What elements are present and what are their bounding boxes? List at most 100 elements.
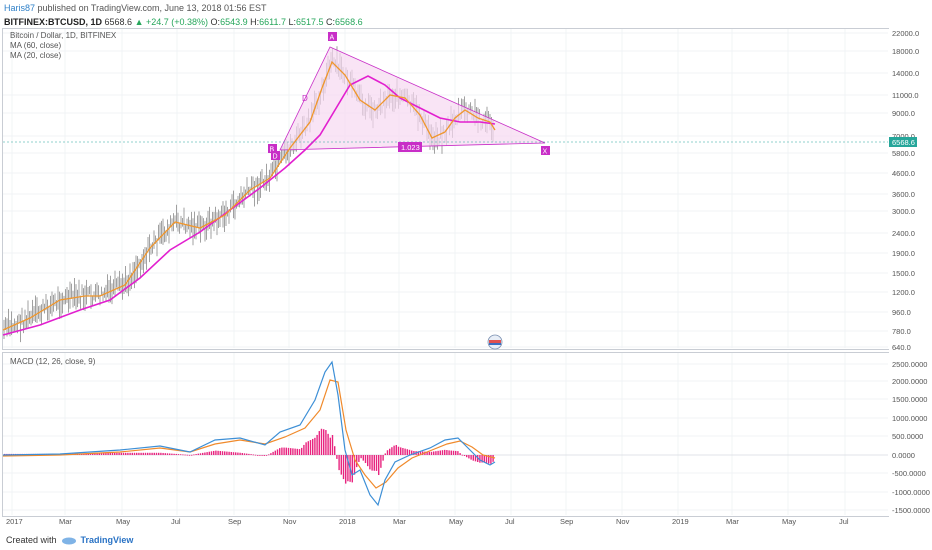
hist-bar (180, 454, 182, 456)
hist-bar (402, 448, 404, 455)
price-tick-label: 22000.0 (892, 29, 919, 38)
open-value: 6543.9 (220, 17, 248, 27)
hist-bar (314, 437, 316, 455)
hist-bar (118, 452, 120, 455)
low-value: 6517.5 (296, 17, 324, 27)
hist-bar (193, 454, 195, 456)
hist-bar (107, 453, 109, 455)
hist-bar (199, 453, 202, 455)
hist-bar (303, 444, 305, 455)
current-price-tag (889, 137, 917, 147)
hist-bar (100, 453, 103, 455)
ma20-legend[interactable]: MA (20, close) (10, 51, 62, 60)
macd-tick-label: -1500.0000 (892, 506, 930, 515)
macd-tick-label: -500.0000 (892, 469, 926, 478)
hist-bar (144, 452, 147, 455)
hist-bar (142, 452, 144, 455)
hist-bar (292, 448, 294, 455)
main-legend: Bitcoin / Dollar, 1D, BITFINEX MA (60, c… (10, 31, 116, 61)
hist-bar (426, 451, 428, 455)
author-link[interactable]: Haris87 (4, 3, 36, 13)
label-d: D (302, 94, 308, 103)
macd-tick-label: 0.0000 (892, 451, 915, 460)
hist-bar (466, 455, 468, 458)
hist-bar (96, 453, 98, 455)
hist-bar (479, 455, 481, 463)
change-value: ▲ +24.7 (+0.38%) (134, 17, 209, 27)
hist-bar (169, 453, 171, 455)
high-label: H: (250, 17, 260, 27)
hist-bar (430, 451, 433, 455)
hist-bar (250, 454, 252, 455)
macd-pane[interactable] (2, 352, 889, 517)
price-tick-label: 9000.0 (892, 109, 915, 118)
hist-bar (94, 453, 96, 455)
created-with: Created with (6, 535, 57, 545)
macd-tick-label: 500.0000 (892, 432, 923, 441)
time-tick-label: May (116, 517, 130, 526)
time-tick-label: 2019 (672, 517, 689, 526)
hist-bar (488, 455, 490, 464)
time-tick-label: Jul (839, 517, 849, 526)
time-tick-label: Mar (393, 517, 406, 526)
hist-bar (109, 452, 111, 455)
hist-bar (140, 452, 142, 455)
hist-bar (395, 445, 397, 455)
price-tick-label: 780.0 (892, 327, 911, 336)
label-a: A (330, 35, 335, 42)
hist-bar (232, 452, 235, 455)
macd-tick-label: 1500.0000 (892, 395, 927, 404)
hist-bar (281, 447, 283, 455)
hist-bar (483, 455, 485, 463)
hist-bar (202, 452, 204, 455)
price-pane[interactable] (2, 28, 889, 350)
tradingview-brand[interactable]: TradingView (80, 535, 134, 545)
hist-bar (215, 450, 217, 455)
hist-bar (197, 453, 199, 455)
hist-bar (435, 451, 437, 455)
macd-tick-label: 2000.0000 (892, 377, 927, 386)
publish-info: Haris87 published on TradingView.com, Ju… (4, 3, 267, 13)
symbol-label: BITFINEX:BTCUSD, 1D (4, 17, 103, 27)
hist-bar (347, 455, 349, 482)
publish-text: published on TradingView.com, June 13, 2… (37, 3, 267, 13)
tradingview-flag-icon[interactable] (487, 334, 503, 350)
hist-bar (221, 451, 224, 455)
hist-bar (136, 452, 138, 455)
ma60-line (2, 75, 496, 336)
hist-bar (219, 451, 221, 455)
hist-bar (371, 455, 373, 471)
hist-bar (413, 450, 415, 455)
hist-bar (248, 453, 250, 455)
macd-legend[interactable]: MACD (12, 26, close, 9) (10, 357, 96, 366)
hist-bar (92, 453, 94, 455)
hist-bar (228, 451, 230, 455)
hist-bar (417, 451, 419, 455)
price-tick-label: 3000.0 (892, 207, 915, 216)
hist-bar (375, 455, 378, 471)
chart-title: Bitcoin / Dollar, 1D, BITFINEX (10, 31, 117, 40)
price-tick-label: 1500.0 (892, 269, 915, 278)
price-tick-label: 2400.0 (892, 229, 915, 238)
hist-bar (382, 455, 384, 461)
hist-bar (184, 454, 186, 456)
hist-bar (285, 447, 287, 455)
hist-bar (186, 454, 188, 456)
hist-bar (373, 455, 375, 471)
hist-bar (305, 442, 307, 455)
hist-bar (151, 452, 153, 455)
hist-bar (153, 452, 155, 455)
hist-bar (89, 453, 92, 455)
hist-bar (276, 449, 279, 455)
hist-bar (160, 452, 162, 455)
ohlc-bar: BITFINEX:BTCUSD, 1D 6568.6 ▲ +24.7 (+0.3… (4, 17, 363, 27)
hist-bar (356, 455, 358, 468)
hist-bar (334, 446, 336, 455)
ma60-legend[interactable]: MA (60, close) (10, 41, 62, 50)
hist-bar (312, 438, 314, 455)
label-b: B (270, 147, 275, 154)
hist-bar (323, 429, 325, 455)
hist-bar (400, 447, 402, 455)
time-tick-label: Nov (283, 517, 297, 526)
